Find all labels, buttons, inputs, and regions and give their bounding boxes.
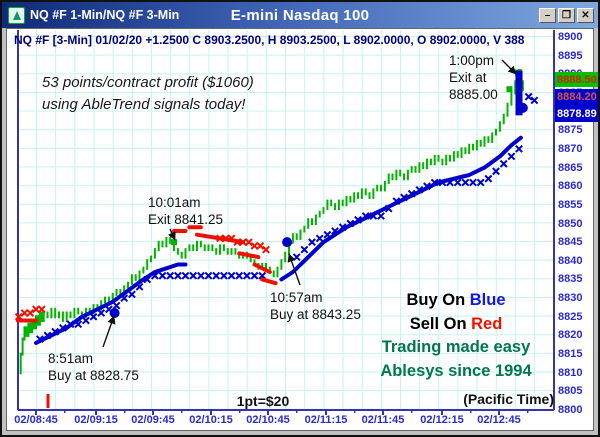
x-axis-label: 02/08:45	[14, 414, 58, 426]
y-axis-label: 8835	[558, 273, 583, 286]
x-axis-label: 02/11:45	[361, 414, 405, 426]
quote-info-bar: NQ #F [3-Min] 01/02/20 +1.2500 C 8903.25…	[14, 33, 525, 47]
profit-annotation-line2: using AbleTrend signals today!	[42, 96, 246, 113]
title-bar[interactable]: NQ #F 1-Min/NQ #F 3-Min E-mini Nasdaq 10…	[2, 2, 598, 28]
profit-annotation-line1: 53 points/contract profit ($1060)	[42, 74, 254, 91]
legend-line2: Sell On Red	[409, 314, 503, 333]
x-axis-label: 02/12:15	[420, 414, 464, 426]
trade-annotation-buy1: 8:51am Buy at 8828.75	[48, 351, 139, 383]
y-axis-label: 8815	[558, 348, 583, 361]
y-axis-label: 8830	[558, 292, 583, 305]
minimize-button[interactable]: –	[539, 7, 556, 23]
y-axis-label: 8900	[558, 31, 583, 43]
abletrend-logo-icon	[8, 6, 25, 24]
profit-annotation: 53 points/contract profit ($1060) using …	[42, 72, 254, 116]
x-axis-label: 02/10:45	[246, 414, 290, 426]
legend-line4: Ablesys since 1994	[380, 361, 532, 380]
y-axis-label: 8860	[558, 180, 583, 193]
window-title-left: NQ #F 1-Min/NQ #F 3-Min	[30, 8, 180, 22]
y-axis-label: 8800	[558, 404, 583, 416]
y-axis-label: 8895	[558, 49, 583, 62]
x-axis-label: 02/09:15	[74, 414, 118, 426]
close-button[interactable]: ✕	[577, 7, 594, 23]
y-axis-label: 8870	[558, 142, 583, 155]
trade-annotation-exit1: 10:01am Exit 8841.25	[148, 195, 224, 227]
y-axis-label: 8840	[558, 254, 583, 267]
x-axis-label: 02/12:45	[477, 414, 521, 426]
y-axis-label: 8820	[558, 329, 583, 342]
signal-legend: Buy On Blue Sell On Red Trading made easy A…	[360, 289, 552, 383]
trade-annotation-buy2: 10:57am Buy at 8843.25	[270, 290, 361, 322]
y-axis-label: 8875	[558, 124, 583, 137]
y-axis-label: 8865	[558, 161, 583, 174]
point-value-note: 1pt=$20	[236, 393, 290, 409]
y-axis-label: 8825	[558, 310, 583, 323]
maximize-button[interactable]: ❐	[558, 7, 575, 23]
price-tag: 8878.89	[555, 106, 598, 122]
legend-line1: Buy On Blue	[406, 291, 506, 309]
legend-line3: Trading made easy	[381, 338, 531, 356]
timezone-note: (Pacific Time)	[463, 391, 554, 407]
x-axis-label: 02/10:15	[189, 414, 233, 426]
price-tag: 8888.50	[555, 72, 598, 87]
trade-annotation-exit2: 1:00pm Exit at 8885.00	[449, 53, 498, 102]
x-axis-label: 02/09:45	[131, 414, 175, 426]
y-axis-label: 8845	[558, 236, 583, 249]
y-axis-label: 8805	[558, 385, 583, 398]
y-axis-label: 8810	[558, 366, 583, 379]
y-axis-label: 8855	[558, 198, 583, 211]
price-tag: 8884.20	[555, 89, 598, 106]
y-axis-label: 8850	[558, 217, 583, 230]
x-axis-label: 02/11:15	[304, 414, 348, 426]
